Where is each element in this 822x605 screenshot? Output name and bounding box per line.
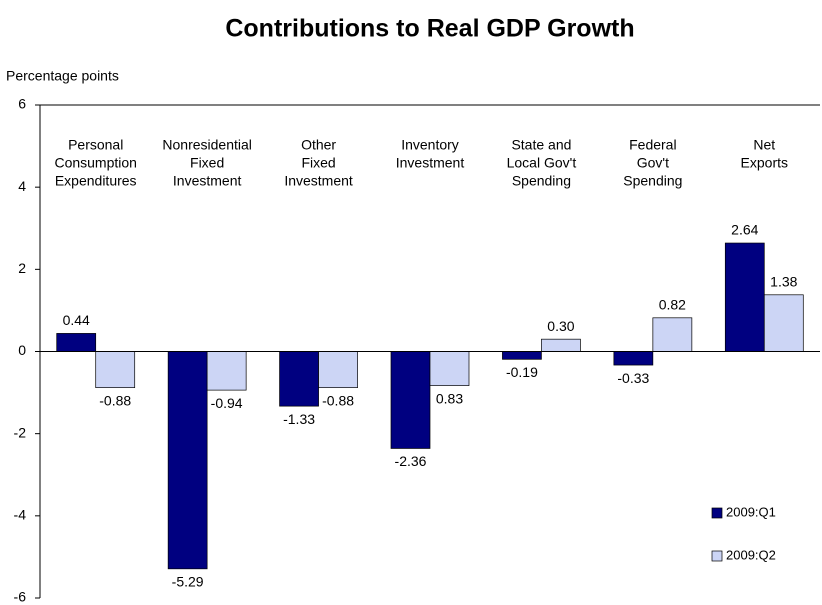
value-label: -0.33 [617, 370, 649, 386]
y-tick-label: -4 [14, 507, 27, 523]
category-label: Local Gov't [507, 155, 577, 171]
bar [429, 351, 470, 386]
y-tick-label: 6 [18, 96, 26, 112]
category-label: Fixed [190, 155, 224, 171]
legend-label: 2009:Q2 [726, 547, 776, 562]
bar [318, 351, 358, 389]
bar [763, 294, 804, 352]
value-label: -0.19 [506, 364, 538, 380]
y-tick-label: 0 [18, 342, 26, 358]
value-label: -0.88 [322, 392, 354, 408]
category-label: Inventory [401, 137, 459, 153]
value-label: 0.30 [547, 318, 574, 334]
value-label: -5.29 [172, 574, 204, 590]
bar [613, 351, 654, 366]
category-label: Federal [629, 137, 676, 153]
legend-swatch [711, 507, 723, 519]
category-label: Consumption [54, 155, 137, 171]
category-label: Investment [396, 155, 465, 171]
category-label: Nonresidential [162, 137, 252, 153]
legend-label: 2009:Q1 [726, 504, 776, 519]
value-label: 0.82 [659, 297, 686, 313]
value-label: -2.36 [395, 453, 427, 469]
value-label: -0.88 [99, 392, 131, 408]
category-label: Spending [512, 173, 571, 189]
bar [279, 351, 319, 407]
category-label: Spending [623, 173, 682, 189]
bar [167, 351, 208, 570]
category-label: Investment [284, 173, 353, 189]
y-tick-label: 4 [18, 178, 26, 194]
bar [95, 351, 136, 389]
bar [502, 351, 542, 360]
y-tick-label: 2 [18, 260, 26, 276]
value-label: -1.33 [283, 411, 315, 427]
y-tick-label: -6 [14, 589, 27, 605]
y-axis-label: Percentage points [6, 68, 119, 84]
bar [206, 351, 247, 391]
category-label: Gov't [637, 155, 669, 171]
category-label: Other [301, 137, 336, 153]
legend-swatch [711, 550, 723, 562]
bar [541, 338, 581, 352]
category-label: Net [753, 137, 775, 153]
category-label: State and [511, 137, 571, 153]
value-label: 2.64 [731, 222, 758, 238]
value-label: -0.94 [211, 395, 243, 411]
y-tick-label: -2 [14, 424, 27, 440]
bar [724, 242, 765, 352]
bar [390, 351, 431, 449]
chart-title: Contributions to Real GDP Growth [225, 15, 634, 43]
category-label: Investment [173, 173, 242, 189]
category-label: Fixed [301, 155, 335, 171]
bar [56, 333, 97, 352]
category-label: Exports [741, 155, 788, 171]
category-label: Expenditures [55, 173, 137, 189]
value-label: 0.44 [63, 312, 90, 328]
value-label: 0.83 [436, 390, 463, 406]
bar [652, 317, 693, 352]
value-label: 1.38 [770, 274, 797, 290]
category-label: Personal [68, 137, 123, 153]
